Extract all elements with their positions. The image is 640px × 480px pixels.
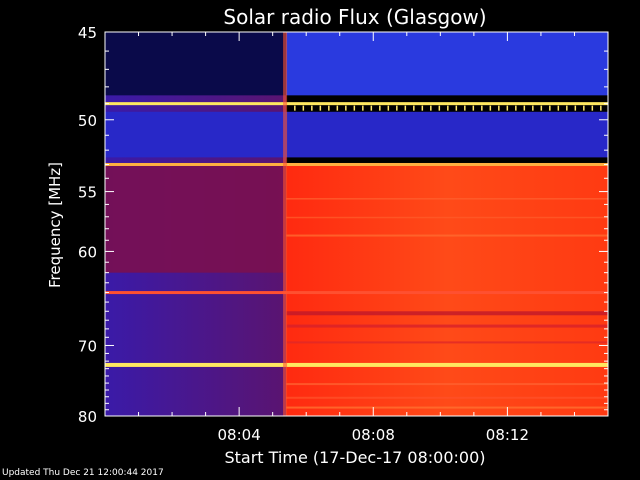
bright-band bbox=[105, 162, 608, 166]
preburst-mid-band bbox=[105, 164, 287, 273]
band-tick-mark bbox=[438, 105, 441, 111]
band-tick-mark bbox=[370, 105, 373, 111]
band-tick-mark bbox=[515, 105, 517, 111]
y-tick-label: 50 bbox=[78, 112, 97, 130]
burst-streak bbox=[286, 324, 608, 328]
preburst-low-band bbox=[105, 32, 287, 96]
band-tick-mark bbox=[328, 105, 330, 111]
x-tick-label: 08:04 bbox=[218, 426, 261, 444]
band-tick-mark bbox=[319, 105, 322, 111]
burst-streak bbox=[286, 311, 608, 316]
chart-title: Solar radio Flux (Glasgow) bbox=[223, 5, 486, 29]
x-axis-label: Start Time (17-Dec-17 08:00:00) bbox=[224, 448, 485, 467]
band-tick-mark bbox=[379, 105, 381, 111]
band-tick-mark bbox=[600, 105, 602, 111]
band-tick-mark bbox=[421, 105, 424, 111]
y-tick-label: 60 bbox=[78, 243, 97, 261]
band-tick-mark bbox=[464, 105, 466, 111]
band-tick-mark bbox=[294, 105, 296, 111]
band-tick-mark bbox=[413, 105, 415, 111]
burst-streak bbox=[286, 198, 608, 200]
band-tick-mark bbox=[345, 105, 347, 111]
band-tick-mark bbox=[489, 105, 492, 111]
band-tick-mark bbox=[506, 105, 509, 111]
band-tick-mark bbox=[311, 105, 313, 111]
band-tick-mark bbox=[404, 105, 407, 111]
burst-streak bbox=[286, 234, 608, 237]
band-tick-mark bbox=[472, 105, 475, 111]
burst-region bbox=[286, 164, 608, 416]
band-tick-mark bbox=[540, 105, 543, 111]
burst-streak bbox=[286, 396, 608, 399]
band-tick-mark bbox=[549, 105, 551, 111]
y-tick-label: 80 bbox=[78, 408, 97, 426]
band-tick-mark bbox=[532, 105, 534, 111]
y-tick-label: 70 bbox=[78, 337, 97, 355]
band-tick-mark bbox=[455, 105, 458, 111]
footer-timestamp: Updated Thu Dec 21 12:00:44 2017 bbox=[2, 468, 164, 478]
burst-streak bbox=[286, 383, 608, 386]
y-tick-label: 45 bbox=[78, 24, 97, 42]
band-tick-mark bbox=[481, 105, 483, 111]
band-tick-mark bbox=[353, 105, 356, 111]
band-tick-mark bbox=[387, 105, 390, 111]
band-tick-mark bbox=[566, 105, 568, 111]
band-tick-mark bbox=[574, 105, 577, 111]
band-tick-mark bbox=[302, 105, 305, 111]
plot-frame bbox=[104, 31, 609, 417]
bright-band bbox=[105, 362, 608, 367]
upper-blue-band-2 bbox=[105, 111, 608, 158]
band-tick-mark bbox=[447, 105, 449, 111]
plot-area bbox=[105, 32, 608, 416]
y-tick-label: 55 bbox=[78, 184, 97, 202]
band-tick-mark bbox=[430, 105, 432, 111]
band-tick-mark bbox=[583, 105, 585, 111]
bright-band bbox=[105, 291, 608, 295]
x-tick-label: 08:08 bbox=[352, 426, 395, 444]
burst-streak bbox=[286, 406, 608, 409]
burst-streak bbox=[286, 216, 608, 219]
band-tick-mark bbox=[523, 105, 526, 111]
band-tick-mark bbox=[362, 105, 364, 111]
burst-onset-edge bbox=[283, 32, 288, 416]
bright-band bbox=[105, 102, 608, 106]
band-tick-mark bbox=[336, 105, 339, 111]
band-tick-mark bbox=[396, 105, 398, 111]
axes: 45 50 55 60 70 80 08:04 08:08 08:12 bbox=[78, 24, 609, 444]
burst-upper-blue-band bbox=[286, 32, 608, 96]
band-tick-mark bbox=[498, 105, 500, 111]
band-tick-mark bbox=[591, 105, 594, 111]
band-tick-mark bbox=[557, 105, 560, 111]
burst-streak bbox=[286, 341, 608, 344]
y-axis-label: Frequency [MHz] bbox=[46, 162, 64, 288]
x-tick-label: 08:12 bbox=[486, 426, 529, 444]
